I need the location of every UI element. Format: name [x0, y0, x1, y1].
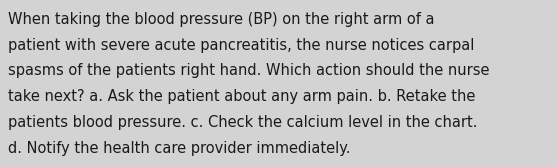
Text: take next? a. Ask the patient about any arm pain. b. Retake the: take next? a. Ask the patient about any …: [8, 89, 476, 104]
Text: patients blood pressure. c. Check the calcium level in the chart.: patients blood pressure. c. Check the ca…: [8, 115, 478, 130]
Text: When taking the blood pressure (BP) on the right arm of a: When taking the blood pressure (BP) on t…: [8, 12, 435, 27]
Text: d. Notify the health care provider immediately.: d. Notify the health care provider immed…: [8, 141, 351, 156]
Text: spasms of the patients right hand. Which action should the nurse: spasms of the patients right hand. Which…: [8, 63, 490, 78]
Text: patient with severe acute pancreatitis, the nurse notices carpal: patient with severe acute pancreatitis, …: [8, 38, 475, 53]
